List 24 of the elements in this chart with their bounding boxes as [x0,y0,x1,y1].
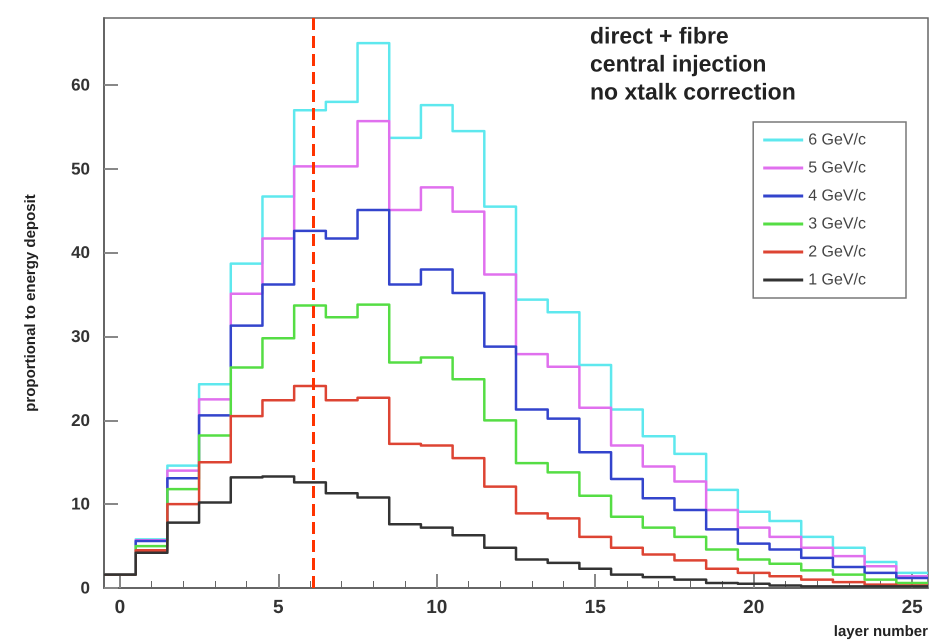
y-tick-label: 30 [71,327,90,346]
annotation: central injection [590,50,766,76]
legend-label: 1 GeV/c [808,272,866,288]
x-tick-label: 5 [273,597,284,618]
x-tick-label: 0 [114,597,126,618]
legend-label: 6 GeV/c [808,132,866,148]
x-tick-label: 10 [426,597,448,618]
y-tick-label: 50 [71,159,90,178]
x-tick-label: 25 [902,597,924,618]
legend-label: 4 GeV/c [808,188,866,204]
y-tick-label: 10 [71,494,90,514]
legend-label: 3 GeV/c [808,216,866,232]
y-tick-label: 0 [80,578,90,598]
y-tick-label: 40 [71,243,90,262]
y-tick-label: 20 [71,410,90,430]
x-tick-label: 20 [743,597,764,618]
legend-label: 5 GeV/c [808,160,866,176]
legend-label: 2 GeV/c [808,244,866,260]
x-tick-label: 15 [584,597,606,618]
annotation: direct + fibre [590,22,729,48]
y-axis-title: proportional to energy deposit [22,194,39,412]
annotation: no xtalk correction [590,78,796,104]
y-tick-label: 60 [71,76,90,95]
x-axis-title: layer number [834,623,928,640]
